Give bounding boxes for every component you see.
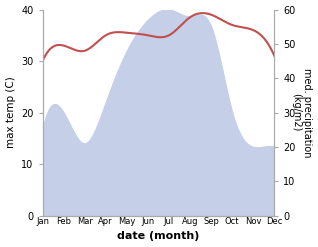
X-axis label: date (month): date (month) xyxy=(117,231,200,242)
Y-axis label: max temp (C): max temp (C) xyxy=(5,77,16,148)
Y-axis label: med. precipitation
(kg/m2): med. precipitation (kg/m2) xyxy=(291,68,313,157)
